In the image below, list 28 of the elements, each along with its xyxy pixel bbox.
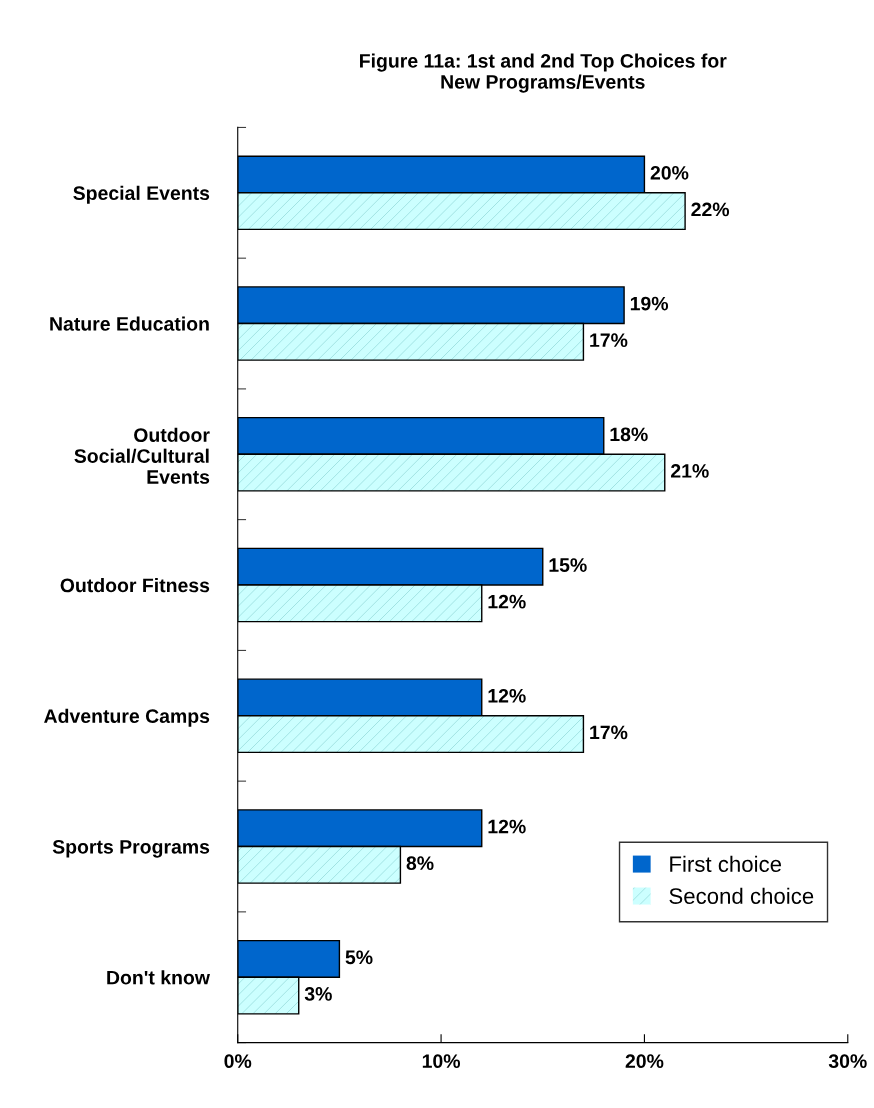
chart-title: Figure 11a: 1st and 2nd Top Choices for New Programs/Events [360,53,727,93]
x-tick-label: 20% [625,1054,664,1069]
y-tick-label: Outdoor Fitness [60,577,210,593]
data-label: 8% [406,856,434,871]
data-label: 12% [488,819,526,834]
data-label: 17% [590,725,628,740]
data-label: 22% [691,202,730,217]
y-tick-label: Sports Programs [52,839,210,858]
y-tick-label: Special Events [73,185,210,204]
y-tick-label: Adventure Camps [44,708,210,727]
data-label: 12% [488,688,526,703]
data-label: 5% [345,950,373,965]
data-label: 12% [488,594,526,609]
x-tick-label: 10% [422,1054,461,1069]
data-label: 21% [670,464,709,478]
data-label: 3% [304,987,332,1001]
data-label: 20% [650,165,689,180]
legend-label: Second choice [669,887,814,904]
y-tick-label: Outdoor Social/Cultural Events [74,427,210,484]
x-tick-label: 0% [224,1054,252,1069]
data-label: 18% [610,427,648,442]
data-label: 17% [590,333,628,348]
data-label: 15% [549,558,587,572]
legend-label: First choice [670,855,782,873]
x-tick-label: 30% [828,1054,867,1069]
y-tick-label: Don't know [107,970,210,985]
data-label: 19% [630,296,669,311]
y-tick-label: Nature Education [50,316,209,331]
